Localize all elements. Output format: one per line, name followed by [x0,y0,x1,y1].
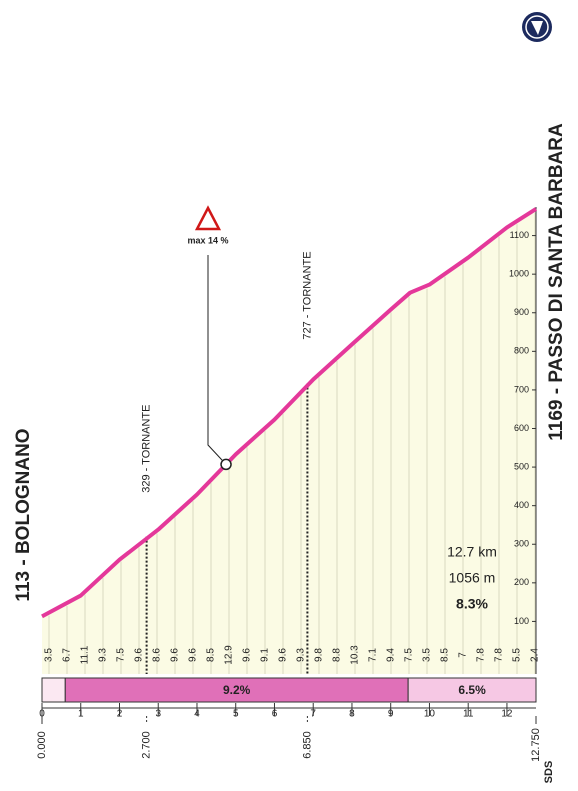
end-label: 1169 - PASSO DI SANTA BARBARA [546,123,567,441]
summary-line: 8.3% [456,596,488,612]
gradient-bar [41,677,66,703]
logo-text: SDS [543,761,555,784]
gradient-label: 9.3 [98,648,109,662]
x-tick-label: 0 [39,709,45,720]
logo-mark [531,21,543,35]
x-tick-label: 7 [310,709,316,720]
summary-line: 12.7 km [447,544,497,560]
profile-line [41,207,538,619]
warning-sign [194,205,222,231]
gradient-label: 7.1 [368,648,379,662]
gradient-label: 5.5 [512,648,523,662]
area-fill [42,208,536,675]
gradient-label: 9.1 [260,648,271,662]
x-tick-label: 10 [424,709,436,720]
distance-label: 6.850 [301,731,313,759]
gradient-bar-label: 6.5% [458,683,486,697]
gradient-label: 10.3 [350,645,361,665]
distance-label: 2.700 [141,731,153,759]
gradient-label: 3.5 [44,648,55,662]
max-marker [220,458,232,471]
gradient-label: 9.3 [296,648,307,662]
y-tick-label: 600 [514,423,529,433]
y-tick-label: 300 [514,539,529,549]
x-tick-label: 6 [272,709,278,720]
y-tick-label: 200 [514,577,529,587]
y-tick-label: 700 [514,384,529,394]
max-pointer [207,255,227,465]
summary-line: 1056 m [449,570,496,586]
x-tick-label: 3 [155,709,161,720]
gradient-label: 11.1 [80,645,91,664]
y-tick-label: 400 [514,500,529,510]
gradient-label: 7.5 [116,648,127,662]
gradient-label: 9.6 [242,648,253,662]
start-label: 113 - BOLOGNANO [13,428,34,601]
max-label: max 14 % [187,235,228,245]
x-tick-label: 12 [501,709,513,720]
tornante-label: 329 - TORNANTE [141,404,153,492]
y-tick-label: 1000 [509,269,529,279]
gradient-label: 8.5 [206,648,217,662]
gradient-label: 8.8 [332,648,343,662]
y-tick-label: 1100 [510,230,529,240]
x-tick-label: 4 [194,709,200,720]
gradient-label: 9.6 [188,648,199,662]
gradient-label: 8.5 [440,648,451,662]
gradient-label: 7.8 [476,648,487,662]
distance-label: 0.000 [36,731,48,759]
x-tick-label: 11 [463,709,474,720]
gradient-label: 9.6 [170,648,181,662]
y-tick-label: 900 [514,307,529,317]
distance-label: 12.750 [530,728,542,762]
gradient-label: 9.6 [134,648,145,662]
gradient-label: 9.8 [314,648,325,662]
gradient-label: 6.7 [62,648,73,662]
x-tick-label: 5 [233,709,239,720]
gradient-label: 7.8 [494,648,505,662]
x-tick-label: 9 [388,709,394,720]
gradient-label: 7 [458,652,469,658]
y-tick-label: 800 [514,346,529,356]
gradient-bar [407,677,537,703]
gradient-label: 3.5 [422,648,433,662]
x-tick-label: 8 [349,709,355,720]
y-tick-label: 500 [514,461,529,471]
gradient-label: 7.5 [404,648,415,662]
x-tick-label: 1 [78,709,84,720]
gradient-label: 2.4 [530,648,541,662]
gradient-bar [64,677,409,703]
gradient-bar-label: 9.2% [223,683,251,697]
logo-ring [525,15,549,39]
x-tick-label: 2 [117,709,123,720]
tornante-label: 727 - TORNANTE [301,251,313,339]
y-tick-label: 100 [514,616,529,626]
gradient-label: 9.4 [386,648,397,662]
gradient-label: 8.6 [152,648,163,662]
gradient-label: 9.6 [278,648,289,662]
gradient-label: 12.9 [224,645,235,665]
